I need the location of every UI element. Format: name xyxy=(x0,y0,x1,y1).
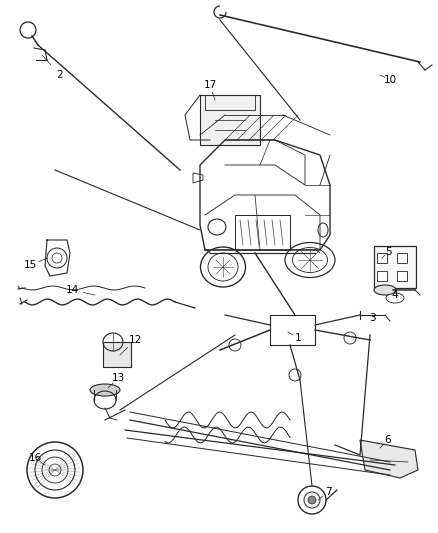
Bar xyxy=(374,246,416,288)
Bar xyxy=(103,342,131,367)
Text: 17: 17 xyxy=(203,80,217,90)
Ellipse shape xyxy=(90,384,120,396)
Bar xyxy=(205,95,255,110)
Text: 2: 2 xyxy=(57,70,64,80)
Bar xyxy=(270,315,315,345)
Text: 12: 12 xyxy=(128,335,141,345)
Text: 3: 3 xyxy=(369,313,375,323)
Text: 10: 10 xyxy=(383,75,396,85)
Text: 7: 7 xyxy=(325,487,331,497)
Text: 15: 15 xyxy=(23,260,37,270)
Text: 13: 13 xyxy=(111,373,125,383)
Text: 1: 1 xyxy=(295,333,301,343)
Text: 5: 5 xyxy=(385,247,391,257)
Polygon shape xyxy=(193,173,203,183)
Text: 4: 4 xyxy=(392,290,398,300)
Text: 14: 14 xyxy=(65,285,79,295)
Bar xyxy=(397,271,407,281)
Bar xyxy=(235,215,290,250)
Bar xyxy=(377,253,387,263)
Text: 16: 16 xyxy=(28,453,42,463)
Text: 6: 6 xyxy=(385,435,391,445)
Bar xyxy=(377,271,387,281)
Ellipse shape xyxy=(374,285,396,295)
Polygon shape xyxy=(360,440,418,478)
Circle shape xyxy=(308,496,316,504)
Bar xyxy=(200,95,260,145)
Bar xyxy=(397,253,407,263)
